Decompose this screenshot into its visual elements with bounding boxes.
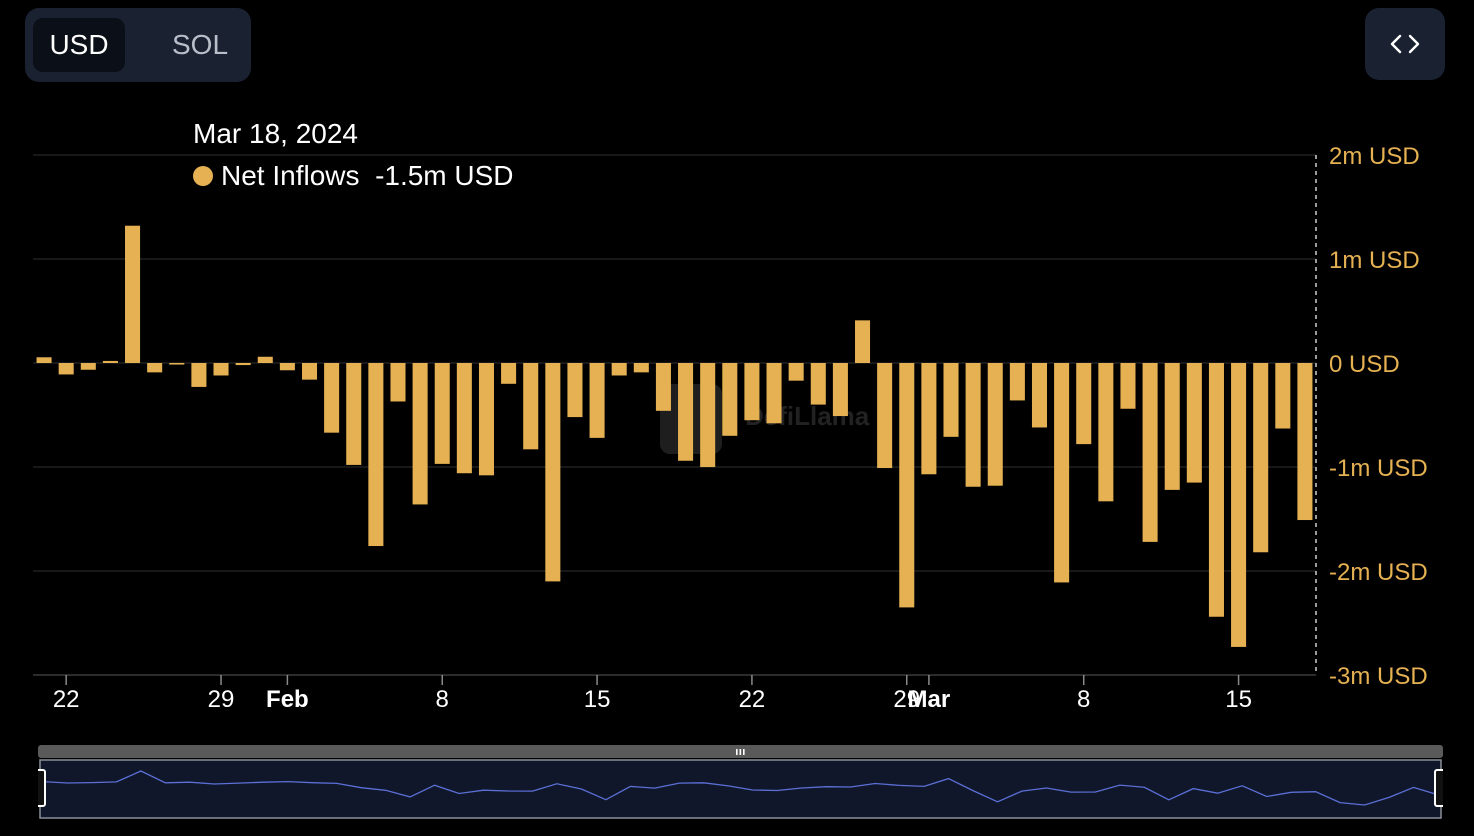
bar: [1253, 363, 1269, 553]
bar: [102, 360, 118, 363]
bar: [1142, 363, 1158, 542]
bar: [324, 363, 340, 433]
x-tick-label: 8: [1077, 686, 1090, 713]
bar: [301, 363, 318, 380]
bar: [125, 225, 141, 363]
zoom-slider[interactable]: [38, 745, 1443, 820]
bar: [899, 363, 915, 608]
bar: [1009, 363, 1025, 401]
zoom-window: [39, 759, 1442, 819]
bar: [434, 363, 450, 464]
bar: [58, 363, 74, 375]
bar: [147, 363, 163, 373]
bar: [1076, 363, 1092, 445]
tooltip-date: Mar 18, 2024: [193, 118, 358, 149]
bar: [744, 363, 760, 421]
x-tick-label: 15: [584, 686, 611, 713]
x-tick-label: 29: [208, 686, 235, 713]
tooltip-series: Net Inflows -1.5m USD: [193, 160, 514, 192]
x-tick-label: 22: [53, 686, 80, 713]
bar: [766, 363, 782, 424]
bar: [390, 363, 406, 402]
y-tick-label: 1m USD: [1329, 247, 1420, 274]
bar: [633, 363, 649, 373]
bar: [1054, 363, 1070, 583]
grid-lines: [33, 154, 1316, 572]
x-tick-label: Mar: [908, 686, 951, 713]
bar: [611, 363, 627, 376]
currency-toggle: USD SOL: [25, 8, 251, 82]
series-color-dot: [193, 166, 213, 186]
y-axis: 2m USD 1m USD 0 USD -1m USD -2m USD -3m USD: [1329, 143, 1428, 690]
tooltip-value: -1.5m USD: [375, 160, 514, 191]
bar: [965, 363, 981, 487]
bar: [523, 363, 539, 450]
x-tick-label: 15: [1225, 686, 1252, 713]
bar: [987, 363, 1003, 486]
bar: [257, 356, 273, 363]
bar: [788, 363, 804, 381]
bar: [855, 320, 871, 363]
bar: [191, 363, 207, 387]
tooltip-series-label: Net Inflows: [221, 160, 360, 191]
bar: [810, 363, 826, 405]
bar: [678, 363, 694, 461]
y-tick-label: -1m USD: [1329, 455, 1428, 482]
bar: [589, 363, 605, 438]
bar: [877, 363, 893, 469]
bar: [567, 363, 583, 418]
bar: [412, 363, 428, 505]
x-tick-label: 22: [739, 686, 766, 713]
bar: [943, 363, 959, 437]
code-icon: [1390, 34, 1420, 54]
y-tick-label: -2m USD: [1329, 559, 1428, 586]
x-tick-label: Feb: [266, 686, 309, 713]
bar: [478, 363, 494, 476]
bar: [456, 363, 472, 474]
zoom-handle-left[interactable]: [38, 769, 46, 807]
bar: [279, 363, 295, 371]
bar: [832, 363, 848, 417]
bar: [1231, 363, 1247, 647]
bar: [545, 363, 561, 582]
bar: [213, 363, 229, 376]
bar: [80, 363, 96, 370]
watermark-text: DefiLlama: [745, 401, 870, 431]
bar: [700, 363, 716, 467]
zoom-handle-right[interactable]: [1434, 769, 1443, 807]
bar: [1164, 363, 1180, 490]
bar: [1275, 363, 1291, 429]
zoom-grip-icon[interactable]: [736, 749, 745, 755]
bar: [1098, 363, 1114, 502]
x-tick-label: 29: [893, 686, 920, 713]
bar: [235, 363, 251, 366]
bar: [655, 363, 671, 411]
bar: [1208, 363, 1224, 617]
bar: [1031, 363, 1048, 428]
bar: [169, 363, 185, 365]
bar: [36, 357, 52, 363]
embed-code-button[interactable]: [1365, 8, 1445, 80]
y-tick-label: 2m USD: [1329, 143, 1420, 170]
bars: [36, 225, 1313, 647]
sol-option[interactable]: SOL: [171, 29, 229, 60]
y-tick-label: 0 USD: [1329, 351, 1400, 378]
zoom-preview-line: [42, 770, 1439, 806]
bar: [1120, 363, 1136, 409]
bar: [368, 363, 384, 547]
bar: [346, 363, 362, 465]
bar: [1186, 363, 1202, 483]
bar: [501, 363, 517, 384]
y-tick-label: -3m USD: [1329, 663, 1428, 690]
bar: [1297, 363, 1313, 521]
bar: [921, 363, 937, 475]
x-tick-label: 8: [436, 686, 449, 713]
bar: [722, 363, 738, 436]
usd-option[interactable]: USD: [33, 18, 125, 72]
